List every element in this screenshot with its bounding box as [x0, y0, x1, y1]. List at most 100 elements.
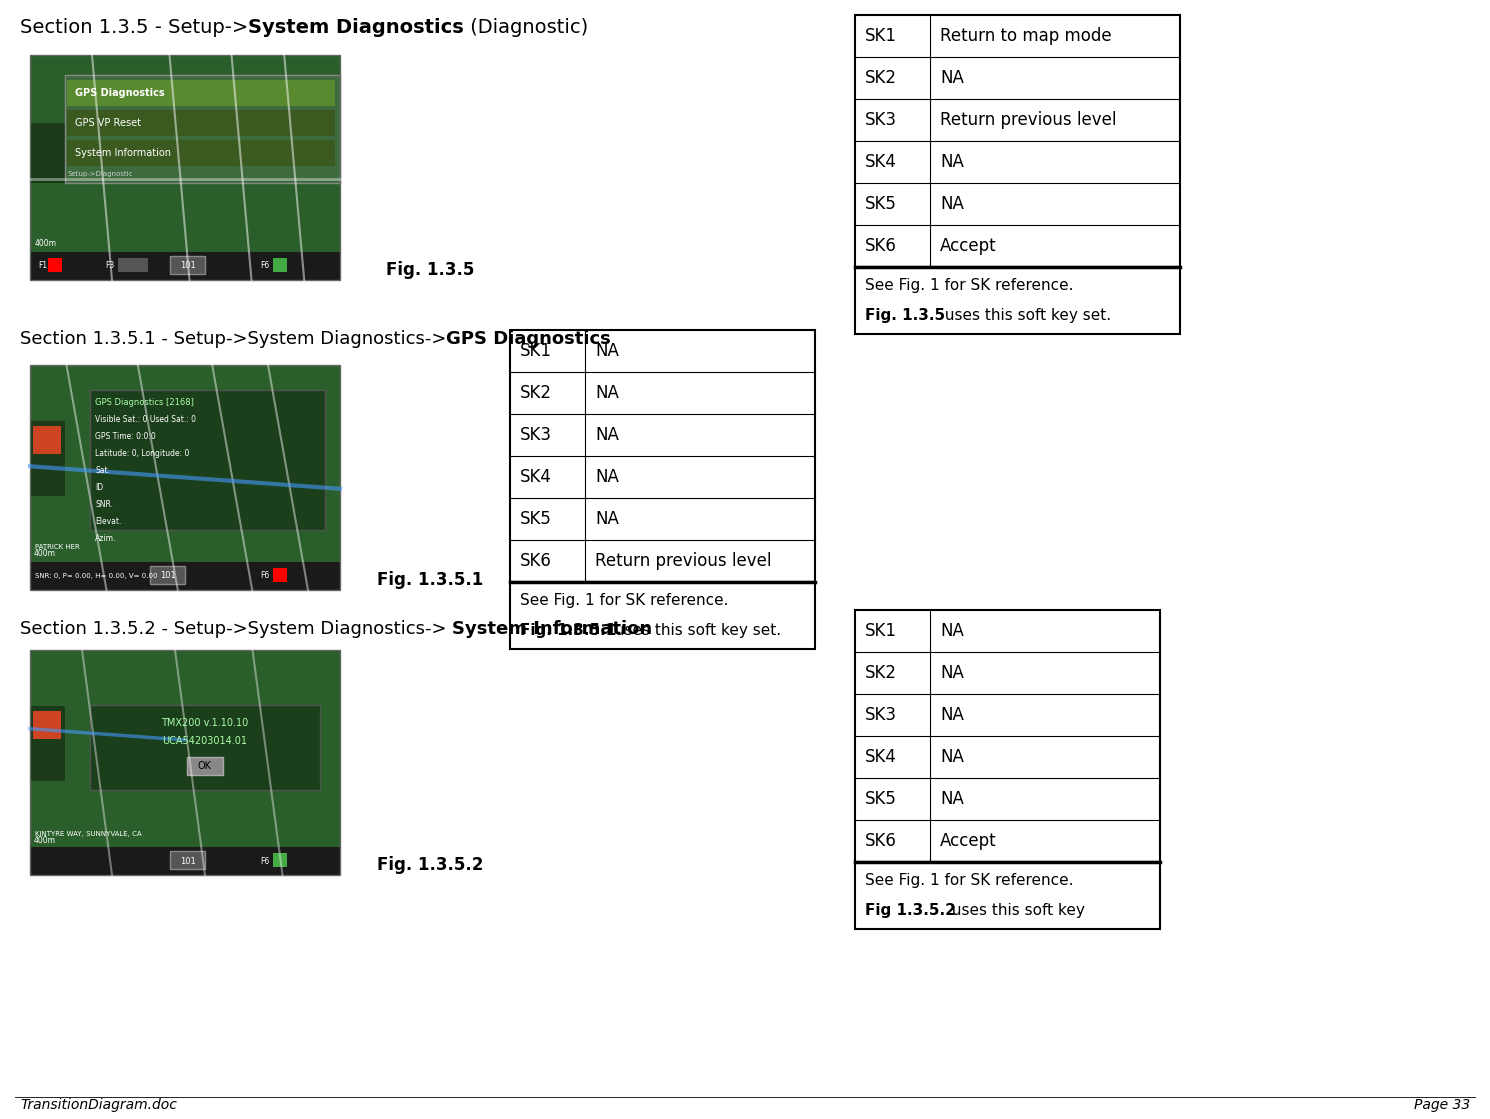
Text: NA: NA [940, 69, 964, 87]
Bar [48, 258, 63, 272]
Text: Elevat.: Elevat. [95, 517, 121, 526]
Text: F1: F1 [39, 262, 48, 271]
Text: System Information: System Information [74, 148, 171, 158]
Text: (Diagnostic): (Diagnostic) [463, 18, 589, 37]
Bar [30, 365, 340, 590]
Text: Fig. 1.3.5: Fig. 1.3.5 [866, 308, 945, 323]
Text: Return previous level: Return previous level [940, 111, 1116, 129]
Text: SK1: SK1 [866, 622, 897, 640]
Text: SNR: 0, P= 0.00, H= 0.00, V= 0.00: SNR: 0, P= 0.00, H= 0.00, V= 0.00 [34, 573, 158, 579]
Text: SK2: SK2 [866, 664, 897, 681]
Bar [118, 258, 148, 272]
Bar [89, 391, 325, 529]
Bar [67, 110, 335, 137]
Bar [855, 862, 1161, 929]
Bar [273, 258, 288, 272]
Text: F3: F3 [104, 262, 115, 271]
Text: Return previous level: Return previous level [595, 552, 772, 570]
Text: Fig. 1.3.5.2: Fig. 1.3.5.2 [377, 856, 483, 874]
Text: SK4: SK4 [866, 153, 897, 171]
Bar [855, 610, 1161, 862]
Text: uses this soft key: uses this soft key [948, 903, 1085, 918]
Bar [150, 566, 185, 584]
Bar [170, 852, 206, 869]
Bar [33, 425, 61, 453]
Bar [170, 256, 206, 274]
Text: Fig. 1.3.5.1: Fig. 1.3.5.1 [520, 623, 617, 638]
Text: 101: 101 [159, 572, 176, 581]
Text: SNR.: SNR. [95, 500, 113, 509]
Text: SK6: SK6 [520, 552, 551, 570]
Text: Accept: Accept [940, 237, 997, 255]
Text: SK4: SK4 [520, 468, 551, 486]
Text: uses this soft key set.: uses this soft key set. [609, 623, 781, 638]
Text: SK6: SK6 [866, 237, 897, 255]
Text: SK6: SK6 [866, 833, 897, 850]
Text: SK1: SK1 [520, 342, 551, 360]
Text: F6: F6 [259, 856, 270, 865]
Text: NA: NA [940, 195, 964, 213]
Text: NA: NA [940, 153, 964, 171]
Text: SK3: SK3 [866, 111, 897, 129]
Text: 400m: 400m [34, 239, 57, 248]
Text: F6: F6 [259, 262, 270, 271]
Bar [30, 55, 340, 280]
Text: KINTYRE WAY, SUNNYVALE, CA: KINTYRE WAY, SUNNYVALE, CA [34, 831, 142, 837]
Bar [855, 15, 1180, 267]
Bar [67, 79, 335, 106]
Text: 101: 101 [180, 856, 195, 865]
Text: uses this soft key set.: uses this soft key set. [940, 308, 1112, 323]
Text: SK3: SK3 [866, 706, 897, 724]
Text: NA: NA [595, 468, 618, 486]
Text: See Fig. 1 for SK reference.: See Fig. 1 for SK reference. [866, 279, 1073, 293]
Text: Return to map mode: Return to map mode [940, 27, 1112, 45]
Text: Page 33: Page 33 [1414, 1098, 1471, 1112]
Bar [30, 122, 66, 182]
Bar [30, 706, 66, 781]
Text: NA: NA [940, 664, 964, 681]
Text: NA: NA [595, 342, 618, 360]
Bar [30, 847, 340, 875]
Text: Accept: Accept [940, 833, 997, 850]
Text: Setup->Diagnostic: Setup->Diagnostic [69, 171, 134, 177]
Text: Section 1.3.5 - Setup->: Section 1.3.5 - Setup-> [19, 18, 249, 37]
Bar [30, 650, 340, 875]
Text: TMX200 v.1.10.10: TMX200 v.1.10.10 [161, 718, 249, 728]
Text: System Diagnostics: System Diagnostics [249, 18, 463, 37]
Text: NA: NA [940, 747, 964, 767]
Text: See Fig. 1 for SK reference.: See Fig. 1 for SK reference. [520, 593, 729, 609]
Bar [510, 330, 815, 582]
Text: GPS Diagnostics: GPS Diagnostics [74, 88, 164, 98]
Text: SK1: SK1 [866, 27, 897, 45]
Text: NA: NA [940, 790, 964, 808]
Text: F6: F6 [259, 572, 270, 581]
Text: GPS Diagnostics: GPS Diagnostics [447, 330, 611, 348]
Text: 101: 101 [180, 262, 195, 271]
Bar [30, 365, 340, 590]
Bar [30, 421, 66, 496]
Text: SK5: SK5 [866, 790, 897, 808]
Text: GPS VP Reset: GPS VP Reset [74, 117, 142, 128]
Text: NA: NA [595, 510, 618, 528]
Text: ID: ID [95, 483, 103, 492]
Text: SK5: SK5 [866, 195, 897, 213]
Text: Fig. 1.3.5: Fig. 1.3.5 [386, 261, 474, 279]
Text: NA: NA [940, 706, 964, 724]
Text: SK2: SK2 [866, 69, 897, 87]
Text: SK2: SK2 [520, 384, 551, 402]
Text: Fig 1.3.5.2: Fig 1.3.5.2 [866, 903, 957, 918]
Text: System Information: System Information [453, 620, 653, 638]
Text: Section 1.3.5.1 - Setup->System Diagnostics->: Section 1.3.5.1 - Setup->System Diagnost… [19, 330, 447, 348]
Text: NA: NA [595, 384, 618, 402]
Bar [67, 140, 335, 166]
Text: NA: NA [940, 622, 964, 640]
Text: 400m: 400m [34, 549, 57, 558]
Text: UCA54203014.01: UCA54203014.01 [162, 736, 247, 746]
Bar [30, 55, 340, 280]
Text: TransitionDiagram.doc: TransitionDiagram.doc [19, 1098, 177, 1112]
Text: PATRICK HER: PATRICK HER [34, 544, 80, 551]
Text: Latitude: 0, Longitude: 0: Latitude: 0, Longitude: 0 [95, 449, 189, 458]
Bar [188, 756, 224, 775]
Text: Visible Sat.: 0 Used Sat.: 0: Visible Sat.: 0 Used Sat.: 0 [95, 415, 197, 424]
Text: SK4: SK4 [866, 747, 897, 767]
